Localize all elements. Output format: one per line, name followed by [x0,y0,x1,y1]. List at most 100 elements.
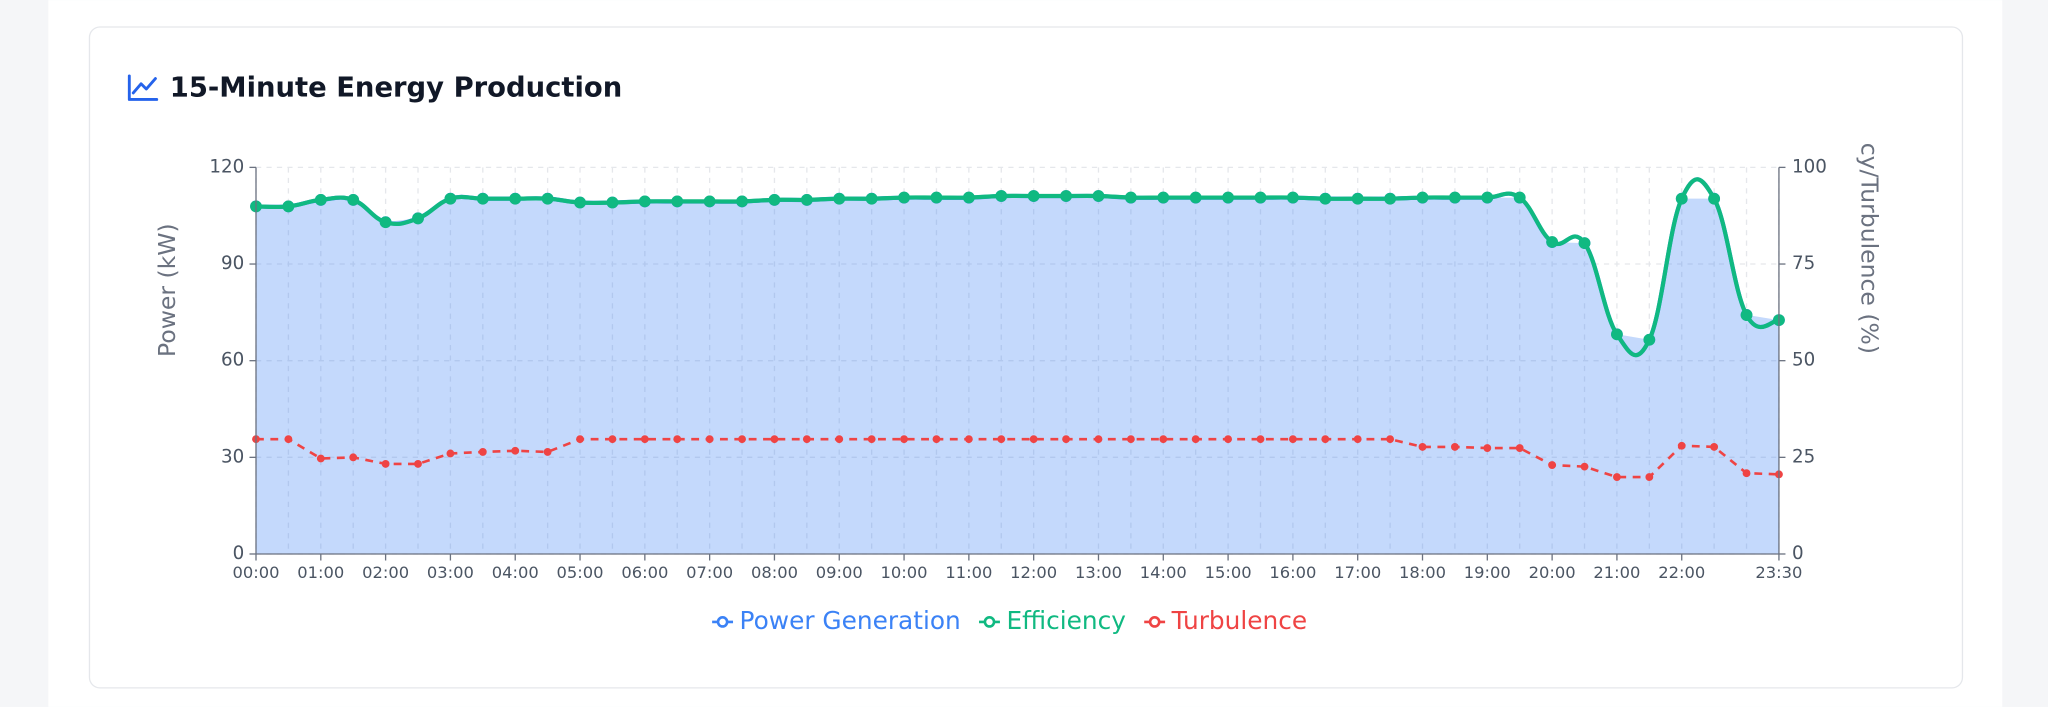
data-point [478,448,487,456]
chart-icon [127,74,159,101]
legend-label: Turbulence [1171,606,1308,635]
data-point [1416,191,1429,204]
data-point [1092,190,1105,202]
data-point [574,196,586,209]
data-point [1027,190,1040,202]
data-point [997,435,1006,444]
legend-marker [1148,616,1161,628]
data-point [930,191,943,204]
data-point [898,191,910,204]
data-point [446,449,455,458]
x-tick-label: 20:00 [1529,563,1576,582]
data-point [1708,192,1721,205]
data-point [1157,191,1170,204]
data-point [802,435,811,444]
area [256,196,1779,554]
x-tick-label: 14:00 [1140,563,1187,582]
data-point [1675,192,1688,205]
data-point [932,435,941,444]
data-point [476,192,489,205]
y2-axis-label: cy/Turbulence (%) [1855,143,1883,354]
x-tick-label: 04:00 [492,563,539,582]
data-point [1418,442,1427,451]
data-point [1450,442,1459,451]
data-point [414,459,422,468]
data-point [1548,461,1557,469]
data-point [995,190,1008,202]
data-point [543,448,552,456]
data-point [738,435,746,444]
legend-label: Efficiency [1006,606,1125,635]
y2-tick-label: 100 [1792,156,1827,177]
data-point [1351,192,1364,205]
data-point [316,454,325,463]
data-point [1287,191,1299,204]
data-point [608,435,617,444]
data-point [1125,191,1137,204]
x-tick-label: 23:30 [1755,563,1802,582]
data-point [1483,444,1492,452]
y2-tick-label: 0 [1792,543,1804,564]
x-tick-label: 12:00 [1010,563,1057,582]
x-tick-label: 15:00 [1205,563,1252,582]
data-point [1353,435,1362,444]
y2-tick-label: 25 [1792,446,1815,467]
data-point [1288,435,1297,444]
data-point [1611,328,1623,341]
data-point [671,195,684,208]
data-point [1254,191,1267,204]
legend-item[interactable]: Turbulence [1144,606,1307,635]
data-point [1513,191,1526,204]
x-tick-label: 13:00 [1075,563,1122,582]
data-point [900,435,908,444]
data-point [284,435,293,444]
data-point [282,200,295,213]
data-point [1546,236,1558,248]
data-point [1094,435,1103,444]
data-point [1191,435,1200,444]
x-tick-label: 05:00 [557,563,604,582]
y2-tick-label: 50 [1792,350,1815,371]
data-point [1643,333,1656,346]
data-point [835,435,844,444]
data-point [1740,309,1753,321]
data-point [770,435,779,444]
data-point [511,446,520,455]
data-point [1029,435,1038,444]
legend-item[interactable]: Efficiency [979,606,1126,635]
y-tick-label: 90 [221,253,244,274]
data-point [1677,441,1686,450]
x-tick-label: 08:00 [751,563,798,582]
data-point [1710,442,1719,451]
x-tick-label: 16:00 [1269,563,1316,582]
legend-marker [983,616,996,628]
data-point [703,195,716,208]
data-point [800,193,813,206]
data-point [1321,435,1330,444]
data-point [1319,192,1332,205]
data-point [1613,473,1621,481]
x-tick-label: 18:00 [1399,563,1446,582]
data-point [1515,444,1524,452]
data-point [768,193,781,206]
data-point [509,192,522,205]
x-tick-label: 03:00 [427,563,474,582]
data-point [833,192,846,205]
chart-title: 15-Minute Energy Production [170,73,622,104]
data-point [1580,462,1589,471]
x-tick-label: 00:00 [232,563,279,582]
data-point [1256,435,1265,444]
card [88,26,1964,689]
data-point [1189,191,1202,204]
legend: Power Generation Efficiency Turbulence [712,606,1307,635]
legend-item[interactable]: Power Generation [712,606,961,635]
data-point [1645,473,1654,481]
data-point [1384,192,1396,205]
data-point [1224,435,1233,444]
data-point [673,435,682,444]
data-point [381,459,390,468]
data-point [1159,435,1168,444]
data-point [1386,435,1395,444]
data-point [640,435,649,444]
